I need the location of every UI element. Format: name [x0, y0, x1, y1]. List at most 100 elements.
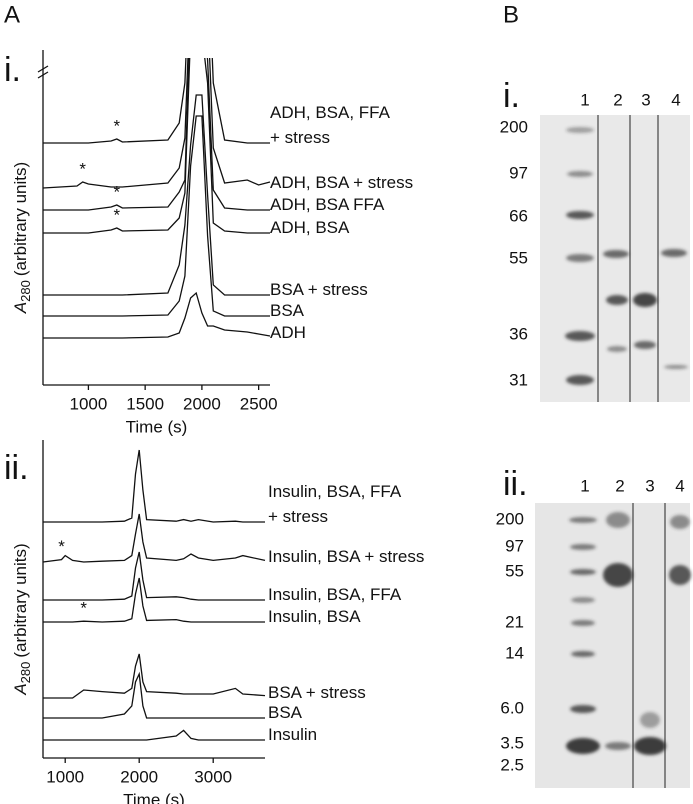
- trace-label-line: BSA + stress: [268, 683, 366, 702]
- trace: [43, 58, 270, 144]
- y-axis-symbol: A: [11, 302, 30, 314]
- lane-label: 1: [580, 476, 589, 495]
- lane-label: 2: [613, 90, 622, 109]
- trace-label: BSA: [268, 703, 303, 722]
- trace-label: Insulin, BSA: [268, 607, 361, 626]
- trace-label-line: ADH, BSA: [270, 218, 350, 237]
- marker-label: 31: [509, 370, 528, 389]
- annotation: *: [113, 182, 120, 201]
- marker-label: 97: [509, 163, 528, 182]
- lane-label: 2: [615, 476, 624, 495]
- traces: [42, 58, 271, 339]
- y-axis-label: A280 (arbitrary units): [11, 543, 33, 695]
- trace-label-line: Insulin: [268, 725, 317, 744]
- panel-label: i.: [4, 51, 21, 89]
- x-tick-label: 1500: [126, 394, 164, 413]
- trace-label: ADH: [270, 323, 306, 342]
- x-tick-label: 1000: [69, 394, 107, 413]
- marker-label: 2.5: [500, 755, 524, 774]
- trace: [43, 291, 271, 339]
- trace-label: ADH, BSA: [270, 218, 350, 237]
- marker-label: 3.5: [500, 733, 524, 752]
- marker-label: 6.0: [500, 698, 524, 717]
- gel-image: [535, 503, 691, 788]
- trace-label: Insulin: [268, 725, 317, 744]
- trace: [43, 94, 270, 296]
- y-axis-text: (arbitrary units): [11, 543, 30, 657]
- x-tick-label: 1000: [46, 767, 84, 786]
- y-axis-label: A280 (arbitrary units): [11, 162, 33, 314]
- lane-label: 4: [675, 476, 684, 495]
- axis-break: [37, 71, 49, 79]
- trace: [43, 729, 265, 741]
- annotation: *: [80, 599, 87, 618]
- marker-label: 200: [496, 509, 524, 528]
- trace-label: BSA: [270, 301, 305, 320]
- trace-label-line: ADH, BSA FFA: [270, 195, 385, 214]
- trace-label: ADH, BSA, FFA + stress: [270, 103, 391, 147]
- trace-label-line: Insulin, BSA, FFA: [268, 585, 402, 604]
- trace-label: ADH, BSA FFA: [270, 195, 385, 214]
- trace-label-line: ADH, BSA, FFA: [270, 103, 391, 122]
- trace-label: Insulin, BSA, FFA: [268, 585, 402, 604]
- marker-label: 55: [509, 248, 528, 267]
- panel-label: ii.: [4, 449, 29, 487]
- marker-label: 36: [509, 324, 528, 343]
- x-axis-label: Time (s): [126, 417, 188, 436]
- trace-label: BSA + stress: [268, 683, 366, 702]
- trace: [43, 551, 265, 601]
- trace: [42, 513, 266, 563]
- trace-label-line: BSA: [268, 703, 303, 722]
- lane-label: 1: [580, 90, 589, 109]
- axis-break: [37, 65, 49, 73]
- y-axis-symbol: A: [11, 683, 30, 695]
- x-axis-label: Time (s): [123, 790, 185, 804]
- lane-label: 3: [645, 476, 654, 495]
- marker-label: 66: [509, 206, 528, 225]
- x-tick-label: 2500: [240, 394, 278, 413]
- y-axis-text: (arbitrary units): [11, 162, 30, 276]
- gel-image: [540, 115, 690, 402]
- marker-label: 14: [505, 643, 524, 662]
- trace: [43, 577, 265, 623]
- trace-label: ADH, BSA + stress: [270, 173, 413, 192]
- annotation: *: [79, 159, 86, 178]
- marker-label: 55: [505, 561, 524, 580]
- trace-label-line: BSA: [270, 301, 305, 320]
- annotation: *: [113, 205, 120, 224]
- trace-label: Insulin, BSA + stress: [268, 547, 424, 566]
- trace: [43, 671, 265, 719]
- trace: [43, 115, 270, 317]
- y-axis-subscript: 280: [18, 662, 33, 684]
- marker-label: 21: [505, 612, 524, 631]
- trace: [43, 449, 265, 523]
- trace: [43, 58, 270, 211]
- x-tick-label: 2000: [183, 394, 221, 413]
- trace-label-line: ADH, BSA + stress: [270, 173, 413, 192]
- trace-label: BSA + stress: [270, 280, 368, 299]
- y-axis-subscript: 280: [18, 280, 33, 302]
- traces: [42, 449, 266, 741]
- trace: [42, 58, 271, 189]
- annotation: *: [58, 537, 65, 556]
- trace: [43, 58, 270, 234]
- trace-label: Insulin, BSA, FFA + stress: [268, 482, 402, 526]
- annotation: *: [113, 116, 120, 135]
- trace-label-line: + stress: [270, 128, 330, 147]
- marker-label: 97: [505, 536, 524, 555]
- panel-label: i.: [503, 77, 520, 115]
- trace-label-line: + stress: [268, 507, 328, 526]
- lane-label: 3: [641, 90, 650, 109]
- trace-label-line: ADH: [270, 323, 306, 342]
- trace-label-line: Insulin, BSA: [268, 607, 361, 626]
- panel-label: A: [4, 1, 20, 28]
- panel-label: B: [503, 1, 519, 28]
- trace-label-line: Insulin, BSA + stress: [268, 547, 424, 566]
- x-tick-label: 3000: [194, 767, 232, 786]
- marker-label: 200: [500, 117, 528, 136]
- x-tick-label: 2000: [120, 767, 158, 786]
- panel-label: ii.: [503, 465, 528, 503]
- trace: [43, 653, 266, 699]
- lane-label: 4: [671, 90, 680, 109]
